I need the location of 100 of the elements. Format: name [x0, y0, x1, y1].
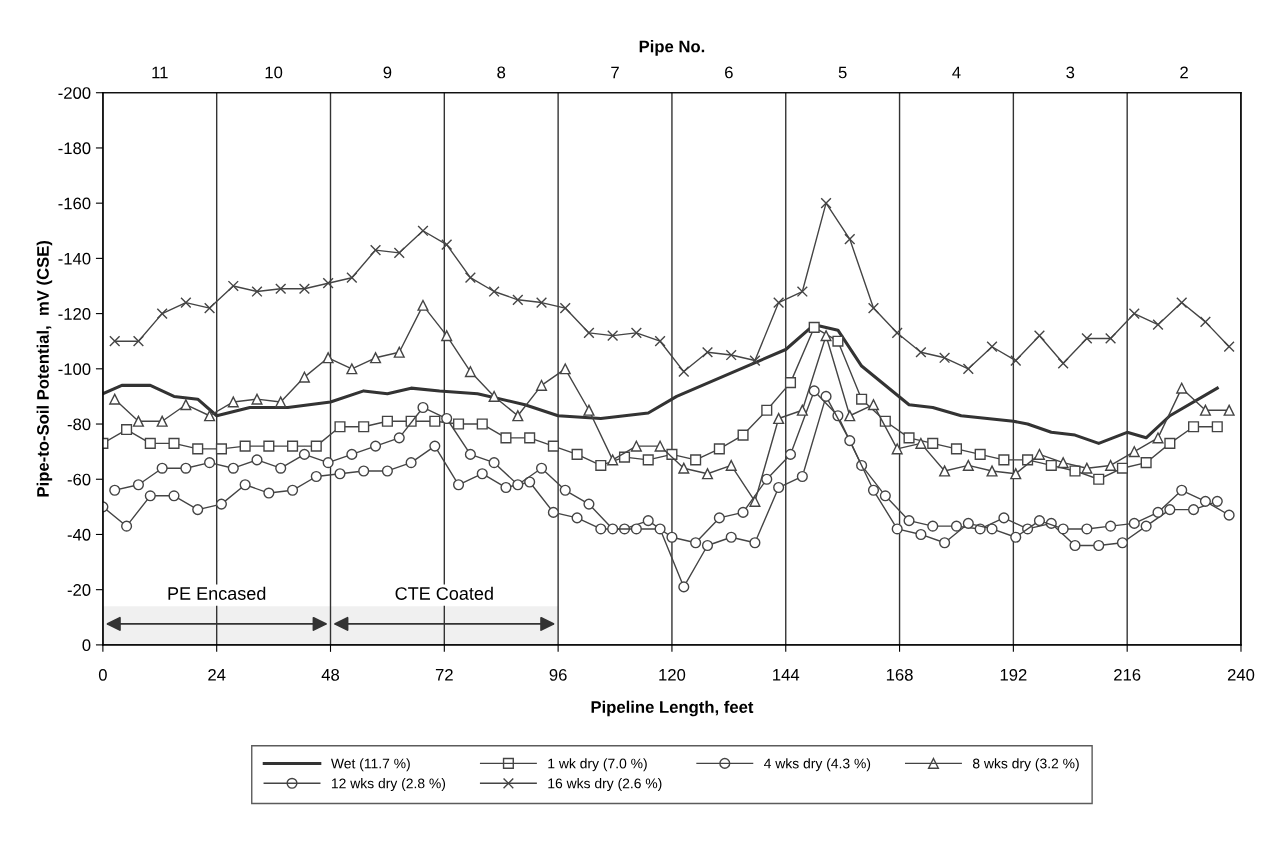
point: [773, 412, 785, 425]
point: [204, 457, 216, 469]
legend-label: 12 wks dry (2.8 %): [331, 778, 446, 792]
point: [168, 437, 180, 449]
point: [1164, 437, 1176, 449]
point: [1093, 473, 1105, 485]
point: [891, 443, 903, 455]
point: [1033, 515, 1046, 527]
y-tick-label: -120: [58, 308, 91, 320]
point: [144, 490, 156, 502]
point: [215, 498, 227, 510]
point: [844, 435, 856, 447]
x-tick-label: 24: [208, 668, 226, 681]
y-tick-label: -80: [67, 418, 91, 431]
point: [808, 385, 820, 397]
point: [417, 401, 429, 414]
point: [1199, 495, 1211, 507]
x2-tick-label: 7: [611, 66, 619, 79]
x-tick-label: 48: [321, 668, 340, 681]
point: [275, 283, 287, 295]
x2-tick-label: 5: [838, 66, 847, 79]
point: [500, 481, 512, 494]
point: [891, 327, 903, 339]
point: [654, 335, 666, 347]
point: [1140, 520, 1152, 532]
point: [986, 523, 998, 535]
point: [464, 448, 476, 460]
point: [749, 354, 761, 367]
x2-tick-label: 10: [265, 66, 283, 79]
point: [701, 346, 714, 358]
point: [464, 366, 476, 378]
point: [737, 506, 749, 518]
point: [132, 335, 145, 347]
legend-label: 16 wks dry (2.6 %): [548, 778, 662, 792]
legend-label: 1 wk dry (7.0 %): [548, 758, 647, 772]
x-tick-label: 144: [773, 669, 800, 681]
point: [642, 515, 654, 527]
point: [1010, 354, 1022, 367]
y-tick-label: -140: [58, 252, 91, 265]
point: [121, 423, 133, 436]
point: [962, 363, 974, 375]
point: [1128, 308, 1140, 320]
y-tick-label: -200: [58, 87, 91, 99]
point: [1033, 330, 1046, 342]
point: [725, 459, 737, 471]
point: [358, 465, 370, 477]
point: [654, 440, 666, 452]
point: [654, 523, 666, 535]
x2-axis-title: Pipe No.: [639, 40, 705, 56]
point: [1010, 531, 1022, 543]
point: [452, 418, 465, 430]
point: [773, 296, 785, 309]
point: [310, 470, 322, 483]
point: [298, 283, 310, 295]
point: [109, 393, 121, 405]
point: [417, 299, 429, 311]
point: [547, 440, 559, 452]
point: [535, 379, 548, 391]
point: [903, 515, 915, 527]
point: [1057, 523, 1069, 535]
point: [239, 440, 251, 452]
point: [1176, 296, 1188, 309]
point: [251, 285, 263, 298]
point: [346, 272, 358, 284]
point: [417, 225, 429, 237]
point: [381, 465, 393, 477]
point: [369, 352, 382, 364]
point: [1152, 432, 1164, 444]
point: [630, 327, 642, 339]
point: [678, 366, 690, 378]
point: [1176, 484, 1188, 496]
point: [215, 443, 227, 455]
point: [915, 346, 927, 358]
x-tick-label: 96: [549, 668, 567, 681]
y-tick-label: -40: [67, 528, 91, 541]
point: [1105, 332, 1117, 344]
point: [559, 484, 571, 496]
point: [132, 479, 145, 491]
band-label: PE Encased: [168, 586, 266, 600]
point: [476, 468, 488, 480]
point: [761, 404, 773, 416]
point: [358, 421, 370, 433]
point: [820, 390, 832, 402]
point: [121, 520, 133, 532]
point: [488, 390, 500, 402]
point: [168, 490, 180, 502]
point: [1199, 316, 1211, 328]
x2-tick-label: 8: [497, 66, 506, 79]
point: [109, 484, 121, 496]
x2-tick-label: 3: [1066, 66, 1075, 79]
x-tick-label: 72: [435, 668, 453, 681]
point: [369, 244, 382, 256]
point: [1093, 539, 1105, 552]
point: [583, 498, 595, 510]
point: [429, 415, 441, 427]
point: [322, 277, 334, 289]
point: [1057, 357, 1069, 369]
point: [607, 454, 619, 466]
point: [915, 528, 927, 541]
point: [701, 468, 714, 480]
